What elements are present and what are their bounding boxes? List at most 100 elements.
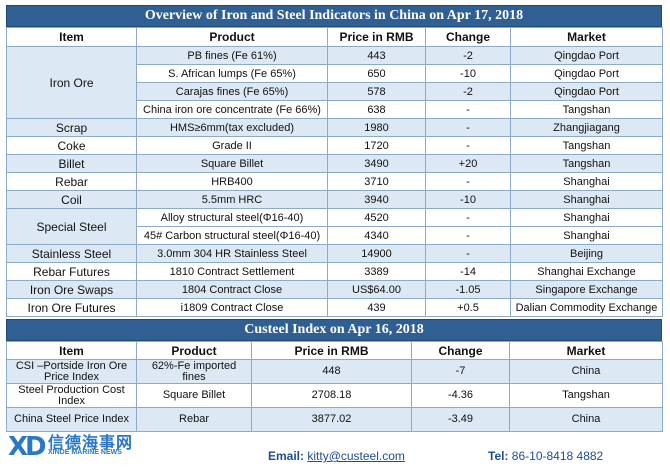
- cell-change: -14: [425, 262, 511, 281]
- cell-price: 439: [327, 298, 426, 317]
- table-row: Rebar HRB400 3710 - Shanghai: [6, 172, 663, 191]
- email-link[interactable]: kitty@custeel.com: [307, 449, 405, 463]
- tel-number: 86-10-8418 4882: [511, 449, 604, 463]
- cell-change: -3.49: [411, 407, 510, 432]
- table1-header-row: Item Product Price in RMB Change Market: [6, 27, 663, 47]
- cell-change: -: [425, 208, 511, 227]
- table-row: China Steel Price Index Rebar 3877.02 -3…: [6, 407, 663, 432]
- table-row: S. African lumps (Fe 65%) 650 -10 Qingda…: [7, 64, 663, 83]
- email-block: Email: kitty@custeel.com: [268, 449, 405, 463]
- logo-english: XINDE MARINE NEWS: [48, 449, 122, 456]
- cell-price: 4520: [327, 208, 426, 227]
- cell-product: S. African lumps (Fe 65%): [136, 64, 328, 83]
- cell-market: Zhangjiagang: [510, 118, 663, 137]
- tel-label: Tel:: [488, 449, 509, 463]
- cell-market: Tangshan: [510, 100, 663, 119]
- cell-product: i1809 Contract Close: [136, 298, 328, 317]
- cell-change: -: [425, 118, 511, 137]
- cell-product: 1810 Contract Settlement: [136, 262, 328, 281]
- cell-price: 443: [327, 46, 426, 65]
- cell-product: Rebar: [136, 407, 252, 432]
- table-row: Billet Square Billet 3490 +20 Tangshan: [6, 154, 663, 173]
- table-row: Scrap HMS≥6mm(tax excluded) 1980 - Zhang…: [6, 118, 663, 137]
- row-item: Coil: [6, 190, 137, 209]
- table-row: Iron Ore Swaps 1804 Contract Close US$64…: [6, 280, 663, 299]
- table-row: Steel Production Cost Index Square Bille…: [6, 383, 663, 408]
- cell-change: +20: [425, 154, 511, 173]
- cell-market: Shanghai Exchange: [510, 262, 663, 281]
- cell-product: Grade II: [136, 136, 328, 155]
- cell-market: Shanghai: [510, 226, 663, 245]
- cell-price: 4340: [327, 226, 426, 245]
- table-row: Carajas fines (Fe 65%) 578 -2 Qingdao Po…: [7, 82, 663, 101]
- cell-market: Qingdao Port: [510, 82, 663, 101]
- cell-change: -: [425, 136, 511, 155]
- table-row: Coil 5.5mm HRC 3940 -10 Shanghai: [6, 190, 663, 209]
- row-item-iron-ore: Iron Ore: [6, 46, 137, 119]
- header-change: Change: [425, 27, 511, 47]
- cell-price: 1720: [327, 136, 426, 155]
- cell-market: China: [509, 407, 663, 432]
- tel-block: Tel: 86-10-8418 4882: [488, 449, 603, 463]
- cell-change: -2: [425, 82, 511, 101]
- table-row: Iron Ore PB fines (Fe 61%) 443 -2 Qingda…: [6, 46, 663, 119]
- row-item: Rebar: [6, 172, 137, 191]
- cell-product: China iron ore concentrate (Fe 66%): [136, 100, 328, 119]
- custeel-index-table: Item Product Price in RMB Change Market …: [6, 341, 663, 432]
- header-product: Product: [136, 27, 328, 47]
- header-item: Item: [6, 27, 137, 47]
- cell-change: +0.5: [425, 298, 511, 317]
- cell-product: Alloy structural steel(Φ16-40): [136, 208, 328, 227]
- table-row: CSI –Portside Iron Ore Price Index 62%-F…: [6, 359, 663, 384]
- row-item: China Steel Price Index: [6, 407, 137, 432]
- cell-price: 3940: [327, 190, 426, 209]
- cell-change: -10: [425, 190, 511, 209]
- table-row: Stainless Steel 3.0mm 304 HR Stainless S…: [6, 244, 663, 263]
- cell-price: 448: [251, 359, 412, 384]
- cell-price: 638: [327, 100, 426, 119]
- cell-product: Square Billet: [136, 383, 252, 408]
- cell-price: 2708.18: [251, 383, 412, 408]
- cell-market: Shanghai: [510, 208, 663, 227]
- row-item-special-steel: Special Steel: [6, 208, 137, 245]
- row-item: CSI –Portside Iron Ore Price Index: [6, 359, 137, 384]
- cell-change: -2: [425, 46, 511, 65]
- cell-product: HMS≥6mm(tax excluded): [136, 118, 328, 137]
- cell-price: US$64.00: [327, 280, 426, 299]
- logo-chinese: 信德海事网: [48, 435, 134, 452]
- row-item: Coke: [6, 136, 137, 155]
- cell-product: 45# Carbon structural steel(Φ16-40): [136, 226, 328, 245]
- cell-change: -4.36: [411, 383, 510, 408]
- cell-price: 3490: [327, 154, 426, 173]
- table-row: Rebar Futures 1810 Contract Settlement 3…: [6, 262, 663, 281]
- cell-market: Qingdao Port: [510, 46, 663, 65]
- table-row: 45# Carbon structural steel(Φ16-40) 4340…: [7, 226, 663, 245]
- table-row: Special Steel Alloy structural steel(Φ16…: [6, 208, 663, 245]
- row-item: Scrap: [6, 118, 137, 137]
- cell-market: Tangshan: [510, 136, 663, 155]
- header-market: Market: [509, 341, 663, 360]
- cell-market: Qingdao Port: [510, 64, 663, 83]
- row-item: Billet: [6, 154, 137, 173]
- footer: XD 信德海事网 XINDE MARINE NEWS Email: kitty@…: [6, 432, 662, 466]
- cell-market: Singapore Exchange: [510, 280, 663, 299]
- header-price: Price in RMB: [251, 341, 412, 360]
- table2-title: Custeel Index on Apr 16, 2018: [6, 319, 662, 341]
- table-row: Coke Grade II 1720 - Tangshan: [6, 136, 663, 155]
- cell-product: 1804 Contract Close: [136, 280, 328, 299]
- cell-price: 14900: [327, 244, 426, 263]
- header-market: Market: [510, 27, 663, 47]
- cell-product: Carajas fines (Fe 65%): [136, 82, 328, 101]
- indicators-table: Item Product Price in RMB Change Market …: [6, 27, 663, 317]
- header-price: Price in RMB: [327, 27, 426, 47]
- cell-price: 3389: [327, 262, 426, 281]
- cell-change: -: [425, 226, 511, 245]
- cell-market: Tangshan: [510, 154, 663, 173]
- xinde-logo: XD 信德海事网 XINDE MARINE NEWS: [8, 432, 143, 464]
- cell-product: Square Billet: [136, 154, 328, 173]
- row-item: Iron Ore Swaps: [6, 280, 137, 299]
- logo-letters: XD: [8, 432, 47, 462]
- cell-change: -: [425, 100, 511, 119]
- cell-market: Tangshan: [509, 383, 663, 408]
- row-item: Iron Ore Futures: [6, 298, 137, 317]
